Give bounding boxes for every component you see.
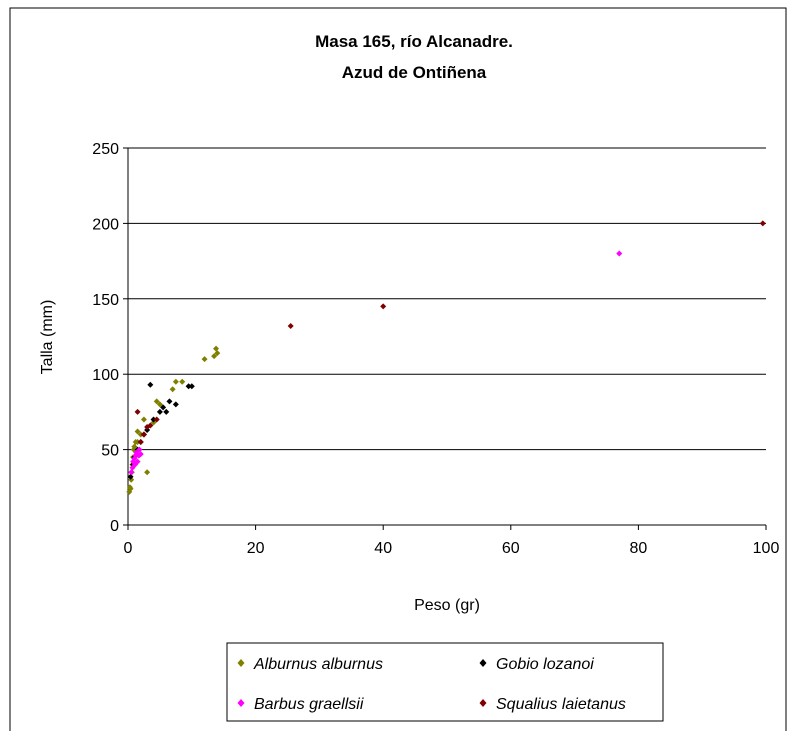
y-tick-label-250: 250 [92, 141, 119, 158]
data-point [172, 378, 179, 385]
x-tick-label-0: 0 [124, 540, 133, 557]
data-point [134, 428, 141, 435]
data-point [172, 401, 179, 408]
data-point [144, 426, 151, 433]
legend-label-alburnus-alburnus: Alburnus alburnus [253, 656, 383, 673]
x-tick-label-80: 80 [630, 540, 648, 557]
data-point [156, 408, 163, 415]
legend-marker-barbus-graellsii [237, 699, 245, 707]
data-point [134, 408, 141, 415]
data-point [188, 383, 195, 390]
data-point [211, 353, 218, 360]
data-point [128, 469, 135, 476]
chart-title-line-1: Masa 165, río Alcanadre. [315, 32, 513, 51]
y-tick-label-50: 50 [101, 443, 119, 460]
data-point [134, 439, 141, 446]
data-point [131, 443, 138, 450]
legend-marker-alburnus-alburnus [237, 659, 245, 667]
series-squalius-laietanus [134, 220, 766, 446]
data-point [179, 378, 186, 385]
legend: Alburnus alburnus Gobio lozanoi Barbus g… [226, 642, 664, 722]
data-point [616, 250, 623, 257]
x-tick-label-20: 20 [247, 540, 265, 557]
chart-title-line-2: Azud de Ontiñena [342, 63, 487, 82]
data-point [214, 350, 221, 357]
y-tick-label-100: 100 [92, 367, 119, 384]
y-tick-label-150: 150 [92, 292, 119, 309]
data-point [153, 398, 160, 405]
data-point [160, 404, 167, 411]
data-points [126, 220, 766, 495]
data-point [147, 422, 154, 429]
x-axis-ticks: 0 20 40 60 80 100 [124, 525, 780, 557]
x-tick-label-40: 40 [374, 540, 392, 557]
y-axis-label: Talla (mm) [39, 300, 56, 375]
legend-label-gobio-lozanoi: Gobio lozanoi [496, 656, 594, 673]
x-axis-label: Peso (gr) [414, 597, 480, 614]
plot-area: 0 50 100 150 200 250 0 20 40 60 80 100 [92, 141, 779, 557]
x-tick-label-60: 60 [502, 540, 520, 557]
data-point [127, 485, 134, 492]
legend-label-barbus-graellsii: Barbus graellsii [254, 696, 364, 713]
data-point [137, 439, 144, 446]
data-point [137, 451, 144, 458]
gridlines [128, 147, 766, 451]
data-point [140, 431, 147, 438]
series-barbus-graellsii [128, 250, 623, 476]
legend-marker-gobio-lozanoi [479, 659, 487, 667]
data-point [127, 473, 134, 480]
legend-entry-gobio-lozanoi: Gobio lozanoi [479, 656, 594, 673]
y-tick-label-200: 200 [92, 216, 119, 233]
legend-entry-barbus-graellsii: Barbus graellsii [237, 696, 364, 713]
data-point [150, 416, 157, 423]
data-point [185, 383, 192, 390]
data-point [759, 220, 766, 227]
data-point [169, 386, 176, 393]
legend-entry-squalius-laietanus: Squalius laietanus [479, 696, 626, 713]
y-axis-ticks: 0 50 100 150 200 250 [92, 141, 128, 535]
data-point [156, 401, 163, 408]
y-tick-label-0: 0 [110, 518, 119, 535]
data-point [137, 431, 144, 438]
legend-label-squalius-laietanus: Squalius laietanus [496, 696, 626, 713]
data-point [150, 419, 157, 426]
data-point [140, 416, 147, 423]
data-point [287, 322, 294, 329]
data-point [213, 345, 220, 352]
legend-box [226, 642, 664, 722]
data-point [163, 408, 170, 415]
data-point [134, 458, 141, 465]
legend-entry-alburnus-alburnus: Alburnus alburnus [237, 656, 383, 673]
data-point [144, 469, 151, 476]
chart-area-border [9, 7, 787, 736]
data-point [380, 303, 387, 310]
data-point [147, 381, 154, 388]
data-point [153, 416, 160, 423]
data-point [166, 398, 173, 405]
legend-marker-squalius-laietanus [479, 699, 487, 707]
data-point [201, 356, 208, 363]
data-point [136, 446, 143, 453]
x-tick-label-100: 100 [753, 540, 780, 557]
